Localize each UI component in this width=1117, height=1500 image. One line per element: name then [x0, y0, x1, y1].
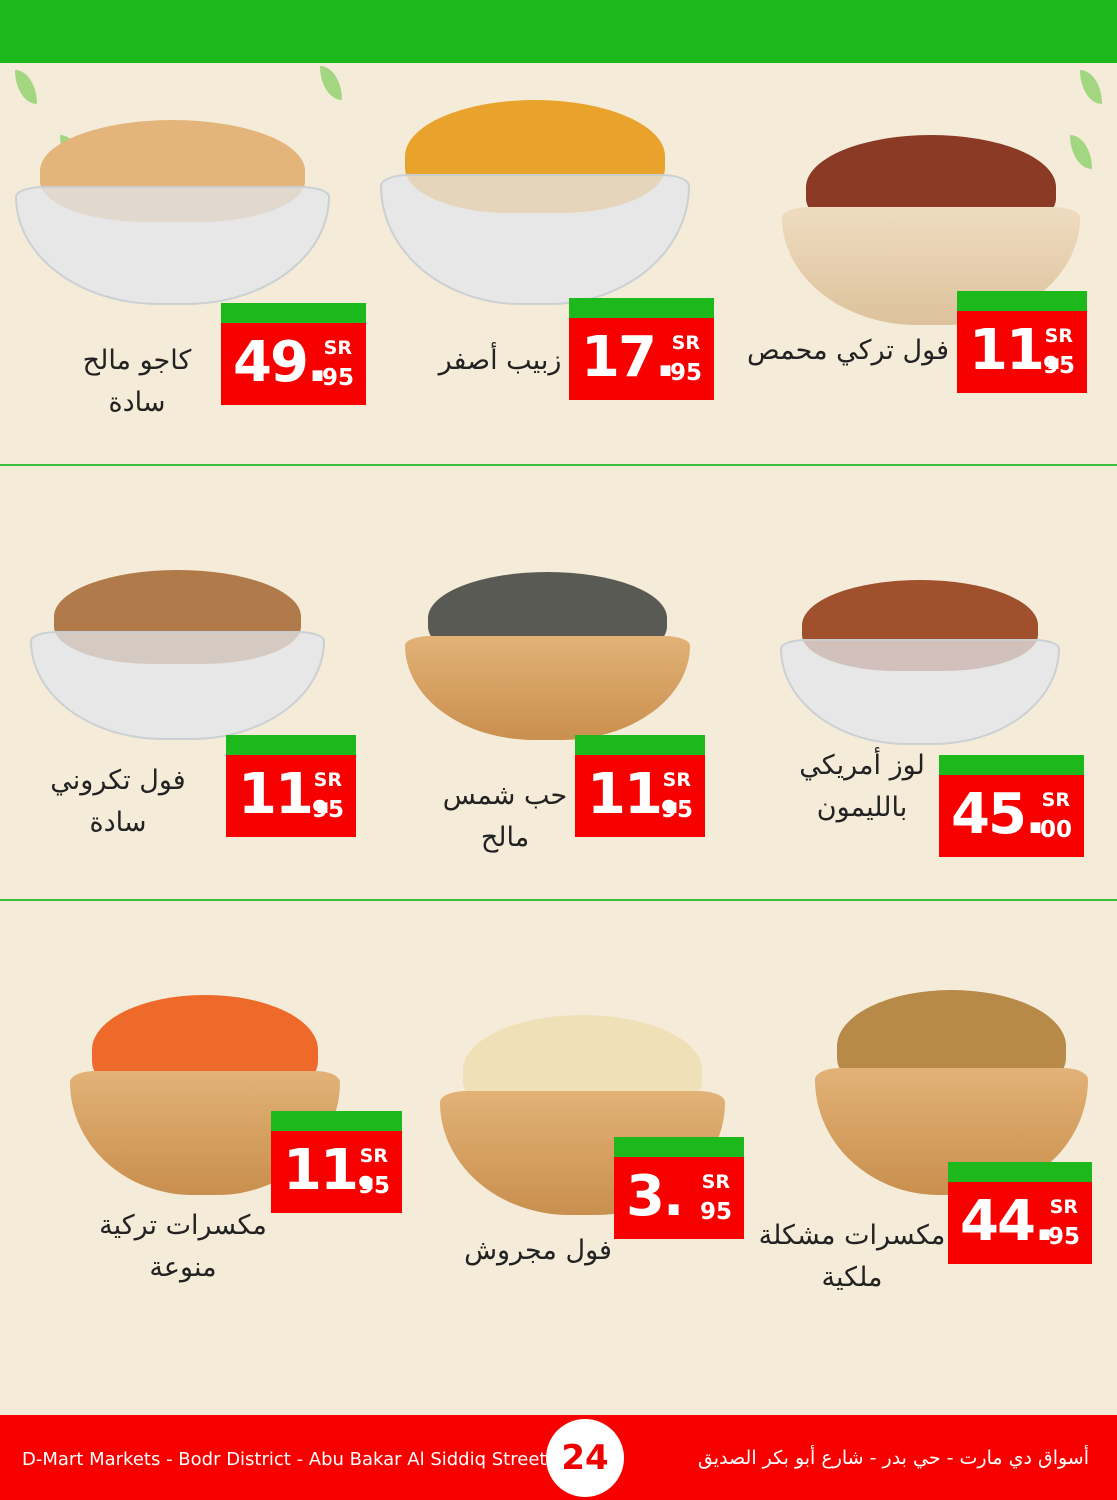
price-integer: 11. — [587, 762, 682, 827]
price-tag-top — [575, 735, 705, 755]
currency-label: SR — [662, 769, 691, 791]
price-decimal: 95 — [311, 797, 344, 823]
currency-label: SR — [1049, 1196, 1078, 1218]
price-decimal: 95 — [699, 1199, 732, 1225]
price-integer: 44. — [960, 1189, 1055, 1254]
price-tag-top — [226, 735, 356, 755]
leaf-icon — [320, 66, 342, 100]
leaf-icon — [15, 70, 37, 104]
price-tag-top — [271, 1111, 402, 1131]
product-name-line: فول تركي محمص — [747, 335, 949, 366]
price-integer: 45. — [951, 782, 1046, 847]
product-image — [15, 120, 330, 305]
product-name-line: مكسرات تركية — [99, 1210, 267, 1241]
bowl — [30, 630, 325, 740]
currency-label: SR — [1041, 789, 1070, 811]
product-name: كاجو مالح سادة — [17, 340, 257, 424]
top-green-bar — [0, 0, 1117, 63]
price-tag-top — [569, 298, 714, 318]
price-decimal: 95 — [321, 365, 354, 391]
product-name: فول تركي محمص — [728, 330, 968, 372]
product-name-line: مكسرات مشكلة — [758, 1220, 946, 1251]
product-image — [380, 100, 690, 305]
price-decimal: 95 — [1047, 1224, 1080, 1250]
price-tag: 11. SR 95 — [957, 291, 1087, 393]
price-tag: 11. SR 95 — [575, 735, 705, 837]
price-integer: 11. — [238, 762, 333, 827]
product-image — [405, 572, 690, 740]
product-image — [30, 570, 325, 740]
price-tag-top — [957, 291, 1087, 311]
price-tag: 11. SR 95 — [271, 1111, 402, 1213]
page-number: 24 — [546, 1419, 624, 1497]
price-tag: 11. SR 95 — [226, 735, 356, 837]
bowl — [15, 186, 330, 305]
product-name-line: زبيب أصفر — [438, 345, 562, 376]
product-name: فول مجروش — [418, 1230, 658, 1272]
bowl — [380, 173, 690, 305]
section-divider — [0, 899, 1117, 901]
product-name-line: منوعة — [149, 1252, 217, 1283]
price-integer: 49. — [233, 330, 328, 395]
price-tag: 44. SR 95 — [948, 1162, 1092, 1264]
product-name-line: فول مجروش — [464, 1235, 612, 1266]
product-name-line: لوز أمريكي — [799, 750, 925, 781]
currency-label: SR — [701, 1171, 730, 1193]
price-tag-top — [614, 1137, 744, 1157]
price-tag-top — [939, 755, 1084, 775]
product-name: مكسرات تركية منوعة — [63, 1205, 303, 1289]
price-tag: 45. SR 00 — [939, 755, 1084, 857]
price-decimal: 00 — [1039, 817, 1072, 843]
section-divider — [0, 464, 1117, 466]
product-name-line: ملكية — [821, 1262, 883, 1293]
price-decimal: 95 — [660, 797, 693, 823]
product-name: مكسرات مشكلة ملكية — [732, 1215, 972, 1299]
product-name-line: حب شمس — [442, 780, 568, 811]
footer-address-ar: أسواق دي مارت - حي بدر - شارع أبو بكر ال… — [697, 1447, 1089, 1469]
price-integer: 11. — [969, 318, 1064, 383]
price-tag: 3. SR 95 — [614, 1137, 744, 1239]
product-name-line: مالح — [480, 822, 530, 853]
product-name: زبيب أصفر — [380, 340, 620, 382]
product-name-line: سادة — [89, 807, 147, 838]
price-tag: 49. SR 95 — [221, 303, 366, 405]
currency-label: SR — [323, 337, 352, 359]
product-image — [780, 580, 1060, 745]
currency-label: SR — [671, 332, 700, 354]
price-decimal: 95 — [669, 360, 702, 386]
price-tag-top — [948, 1162, 1092, 1182]
currency-label: SR — [313, 769, 342, 791]
price-tag-top — [221, 303, 366, 323]
price-integer: 11. — [283, 1138, 378, 1203]
product-name-line: سادة — [108, 387, 166, 418]
bowl — [405, 635, 690, 740]
currency-label: SR — [359, 1145, 388, 1167]
leaf-icon — [1080, 70, 1102, 104]
product-name-line: بالليمون — [816, 792, 908, 823]
price-tag: 17. SR 95 — [569, 298, 714, 400]
product-image — [440, 1015, 725, 1215]
product-name-line: فول تكروني — [50, 765, 186, 796]
footer-bar: D-Mart Markets - Bodr District - Abu Bak… — [0, 1415, 1117, 1500]
footer-address-en: D-Mart Markets - Bodr District - Abu Bak… — [22, 1449, 547, 1470]
price-decimal: 95 — [357, 1173, 390, 1199]
price-integer: 3. — [626, 1164, 684, 1229]
product-name: فول تكروني سادة — [0, 760, 238, 844]
product-image — [815, 990, 1088, 1195]
price-decimal: 95 — [1042, 353, 1075, 379]
product-name: حب شمس مالح — [385, 775, 625, 859]
currency-label: SR — [1044, 325, 1073, 347]
price-integer: 17. — [581, 325, 676, 390]
bowl — [780, 638, 1060, 745]
product-name: لوز أمريكي بالليمون — [742, 745, 982, 829]
product-name-line: كاجو مالح — [82, 345, 192, 376]
